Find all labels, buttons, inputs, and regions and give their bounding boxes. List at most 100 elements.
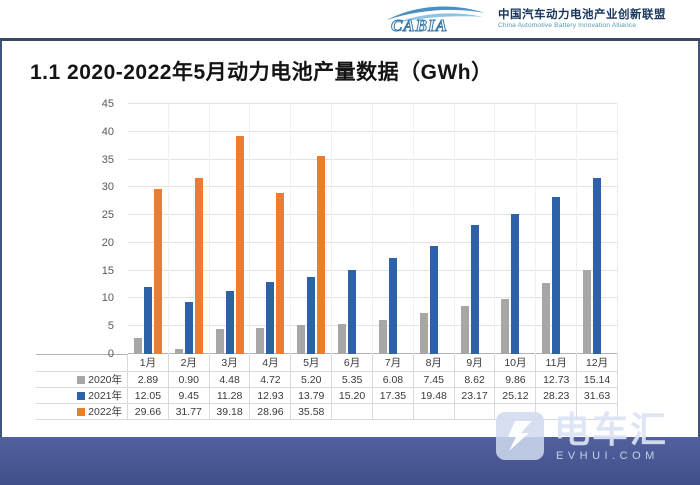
page-title: 1.1 2020-2022年5月动力电池产量数据（GWh）	[30, 61, 493, 84]
value-2020年-4月: 4.72	[250, 371, 292, 387]
legend-swatch-2021年	[77, 391, 86, 400]
bar-2021年-4月	[266, 282, 275, 354]
bar-2020年-1月	[133, 337, 142, 354]
month-header-9月: 9月	[455, 354, 496, 371]
value-2022年-4月: 28.96	[250, 403, 292, 419]
org-names: 中国汽车动力电池产业创新联盟 China Automotive Battery …	[498, 9, 666, 30]
value-2020年-12月: 15.14	[577, 371, 618, 387]
bar-2022年-1月	[153, 189, 162, 354]
value-2021年-3月: 11.28	[209, 387, 251, 403]
bar-group-7月	[373, 104, 414, 354]
bar-group-9月	[455, 104, 496, 354]
right-border	[698, 41, 700, 485]
value-2020年-5月: 5.20	[291, 371, 333, 387]
value-2022年-9月	[454, 403, 496, 419]
bar-2021年-1月	[143, 287, 152, 354]
cabia-logo-block: CABIA 中国汽车动力电池产业创新联盟 China Automotive Ba…	[383, 3, 666, 35]
value-2021年-7月: 17.35	[372, 387, 414, 403]
series-label-2021年: 2021年	[36, 387, 128, 403]
bar-group-2月	[169, 104, 210, 354]
value-2021年-10月: 25.12	[495, 387, 537, 403]
bar-2022年-5月	[317, 156, 326, 354]
y-tick-label-5: 5	[107, 320, 114, 333]
bar-group-1月	[128, 104, 169, 354]
value-2022年-12月	[577, 403, 618, 419]
month-header-7月: 7月	[373, 354, 414, 371]
bar-group-5月	[291, 104, 333, 354]
value-2022年-1月: 29.66	[128, 403, 169, 419]
cabia-logo-text: CABIA	[391, 16, 448, 35]
value-2020年-2月: 0.90	[168, 371, 210, 387]
value-2020年-8月: 7.45	[413, 371, 455, 387]
bar-group-10月	[495, 104, 537, 354]
bar-2022年-2月	[194, 177, 203, 354]
y-tick-label-45: 45	[101, 98, 114, 110]
bar-2021年-9月	[470, 225, 479, 354]
month-header-10月: 10月	[495, 354, 537, 371]
value-2021年-1月: 12.05	[128, 387, 169, 403]
value-2021年-12月: 31.63	[577, 387, 618, 403]
month-header-2月: 2月	[169, 354, 210, 371]
bar-2021年-3月	[225, 291, 234, 354]
value-2022年-8月	[413, 403, 455, 419]
y-tick-label-20: 20	[101, 236, 114, 249]
bar-2021年-11月	[552, 197, 561, 354]
value-2022年-10月	[495, 403, 537, 419]
value-2022年-11月	[536, 403, 578, 419]
value-2020年-9月: 8.62	[454, 371, 496, 387]
bar-2021年-7月	[388, 257, 397, 354]
bars-layer	[128, 104, 617, 354]
bar-2020年-3月	[215, 329, 224, 354]
value-2022年-6月	[332, 403, 373, 419]
month-header-4月: 4月	[250, 354, 292, 371]
header-band: CABIA 中国汽车动力电池产业创新联盟 China Automotive Ba…	[0, 0, 700, 38]
value-2021年-6月: 15.20	[332, 387, 373, 403]
value-2020年-3月: 4.48	[209, 371, 251, 387]
value-2021年-8月: 19.48	[413, 387, 455, 403]
series-label-2020年: 2020年	[36, 371, 128, 387]
org-name-cn: 中国汽车动力电池产业创新联盟	[498, 8, 666, 21]
y-axis-labels: 0 5 10 15 20 25 30 35 40 45	[36, 98, 128, 360]
bar-2021年-10月	[511, 214, 520, 354]
y-tick-label-25: 25	[101, 209, 114, 222]
bar-2020年-11月	[542, 283, 551, 354]
bar-2020年-9月	[460, 306, 469, 354]
bar-2021年-6月	[348, 269, 357, 354]
bar-2020年-4月	[256, 327, 265, 354]
series-name-text: 2021年	[88, 390, 122, 402]
value-2022年-3月: 39.18	[209, 403, 251, 419]
bar-2020年-6月	[338, 324, 347, 354]
bar-2020年-10月	[501, 299, 510, 354]
month-header-5月: 5月	[291, 354, 333, 371]
y-tick-label-15: 15	[101, 264, 114, 277]
bar-2021年-8月	[429, 245, 438, 354]
value-2021年-11月: 28.23	[536, 387, 578, 403]
month-header-11月: 11月	[536, 354, 578, 371]
legend-swatch-2022年	[77, 407, 86, 416]
value-2020年-11月: 12.73	[536, 371, 578, 387]
chart-data-table: 1月 2月 3月 4月 5月 6月 7月 8月 9月 10月 11月 12月 2020年 2.89 0.90…	[36, 354, 618, 420]
value-2021年-9月: 23.17	[454, 387, 496, 403]
plot-row: 0 5 10 15 20 25 30 35 40 45	[36, 98, 618, 360]
value-2020年-7月: 6.08	[372, 371, 414, 387]
value-2020年-10月: 9.86	[495, 371, 537, 387]
value-2021年-2月: 9.45	[168, 387, 210, 403]
month-header-6月: 6月	[332, 354, 373, 371]
footer-bar	[0, 437, 700, 485]
bar-group-6月	[332, 104, 373, 354]
bar-2021年-2月	[184, 301, 193, 354]
y-tick-label-30: 30	[101, 181, 114, 194]
y-tick-label-0: 0	[107, 348, 114, 360]
cabia-logo-icon: CABIA	[387, 6, 485, 35]
bar-group-12月	[577, 104, 617, 354]
bar-2021年-5月	[307, 277, 316, 354]
bar-2020年-7月	[378, 320, 387, 354]
month-header-12月: 12月	[577, 354, 618, 371]
bar-group-11月	[536, 104, 578, 354]
bar-group-3月	[210, 104, 251, 354]
series-name-text: 2022年	[88, 406, 122, 418]
bar-2020年-2月	[174, 349, 183, 354]
series-label-2022年: 2022年	[36, 403, 128, 419]
month-header-1月: 1月	[128, 354, 169, 371]
